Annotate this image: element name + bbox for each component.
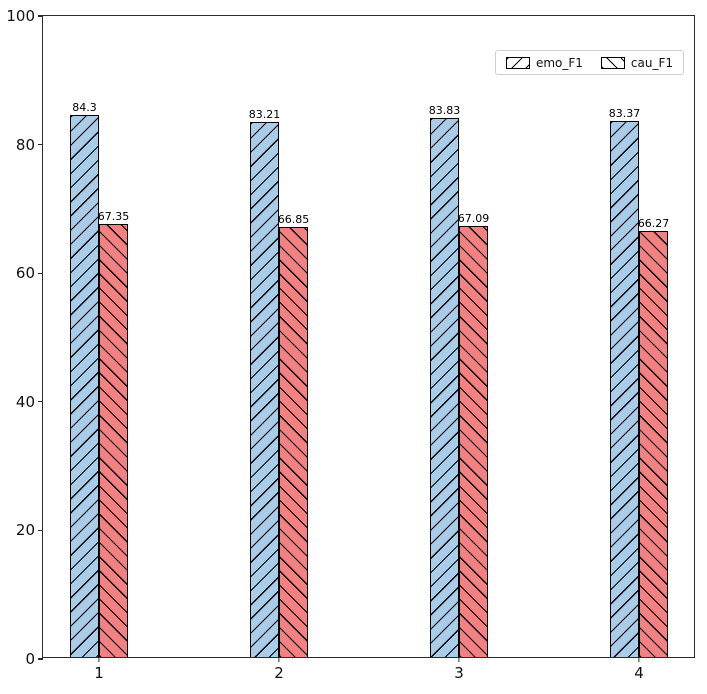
legend-swatch-cau-f1: [600, 56, 625, 69]
legend: emo_F1 cau_F1: [494, 50, 684, 75]
y-tickmark: [38, 144, 43, 146]
x-tick-label: 1: [94, 664, 104, 682]
legend-label-emo-f1: emo_F1: [535, 55, 583, 70]
x-tick-label: 2: [274, 664, 284, 682]
y-tick-80: 80: [16, 136, 43, 154]
y-tick-40: 40: [16, 393, 43, 411]
bar-emo_F1-group-4: [610, 120, 639, 657]
legend-item-cau-f1: cau_F1: [600, 55, 673, 70]
y-tickmark: [38, 529, 43, 531]
y-tick-100: 100: [6, 7, 43, 25]
bar-value-labels-layer: 84.3 67.35 83.21 66.85 83.83 67.09 83.37 66.27: [43, 16, 694, 657]
bar-value-label: 66.27: [637, 216, 670, 230]
bars-layer: [43, 16, 694, 657]
x-tick-label: 4: [634, 664, 644, 682]
bar-value-label: 83.21: [248, 107, 281, 121]
x-tick-label: 3: [454, 664, 464, 682]
x-tickmark: [638, 657, 640, 662]
bar-value-label: 83.83: [428, 103, 461, 117]
y-tick-label: 0: [25, 649, 35, 668]
bar-cau_F1-group-3: [459, 225, 488, 657]
legend-label-cau-f1: cau_F1: [630, 55, 673, 70]
bar-cau_F1-group-1: [99, 223, 128, 657]
bar-value-label: 67.09: [457, 211, 490, 225]
bar-emo_F1-group-1: [70, 115, 99, 657]
x-tickmark: [98, 657, 100, 662]
y-tick-label: 80: [15, 135, 35, 154]
y-tickmark: [38, 658, 43, 660]
legend-item-emo-f1: emo_F1: [505, 55, 583, 70]
y-tick-label: 40: [15, 392, 35, 411]
bar-value-label: 67.35: [97, 209, 130, 223]
y-tickmark: [38, 401, 43, 403]
legend-swatch-emo-f1: [505, 56, 530, 69]
y-tickmark: [38, 15, 43, 17]
x-tickmark: [458, 657, 460, 662]
plot-area: 84.3 67.35 83.21 66.85 83.83 67.09 83.37 66.27 …: [6, 7, 695, 682]
y-tick-60: 60: [16, 264, 43, 282]
bar-emo_F1-group-3: [430, 118, 459, 657]
bar-value-label: 66.85: [277, 213, 310, 227]
y-tick-20: 20: [16, 521, 43, 539]
y-tick-0: 0: [25, 650, 43, 668]
bar-value-label: 84.3: [72, 100, 97, 114]
bar-emo_F1-group-2: [250, 122, 279, 657]
bar-cau_F1-group-2: [279, 227, 308, 657]
x-tickmark: [278, 657, 280, 662]
y-tick-label: 20: [15, 521, 35, 540]
y-tick-label: 60: [15, 264, 35, 283]
bar-value-label: 83.37: [608, 106, 641, 120]
y-tick-label: 100: [6, 7, 35, 25]
bar-cau_F1-group-4: [639, 230, 668, 657]
y-tickmark: [38, 272, 43, 274]
